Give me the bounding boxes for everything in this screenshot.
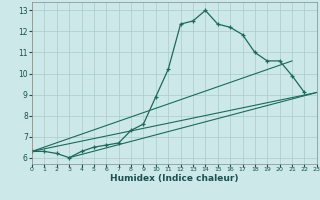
X-axis label: Humidex (Indice chaleur): Humidex (Indice chaleur) [110,174,239,183]
